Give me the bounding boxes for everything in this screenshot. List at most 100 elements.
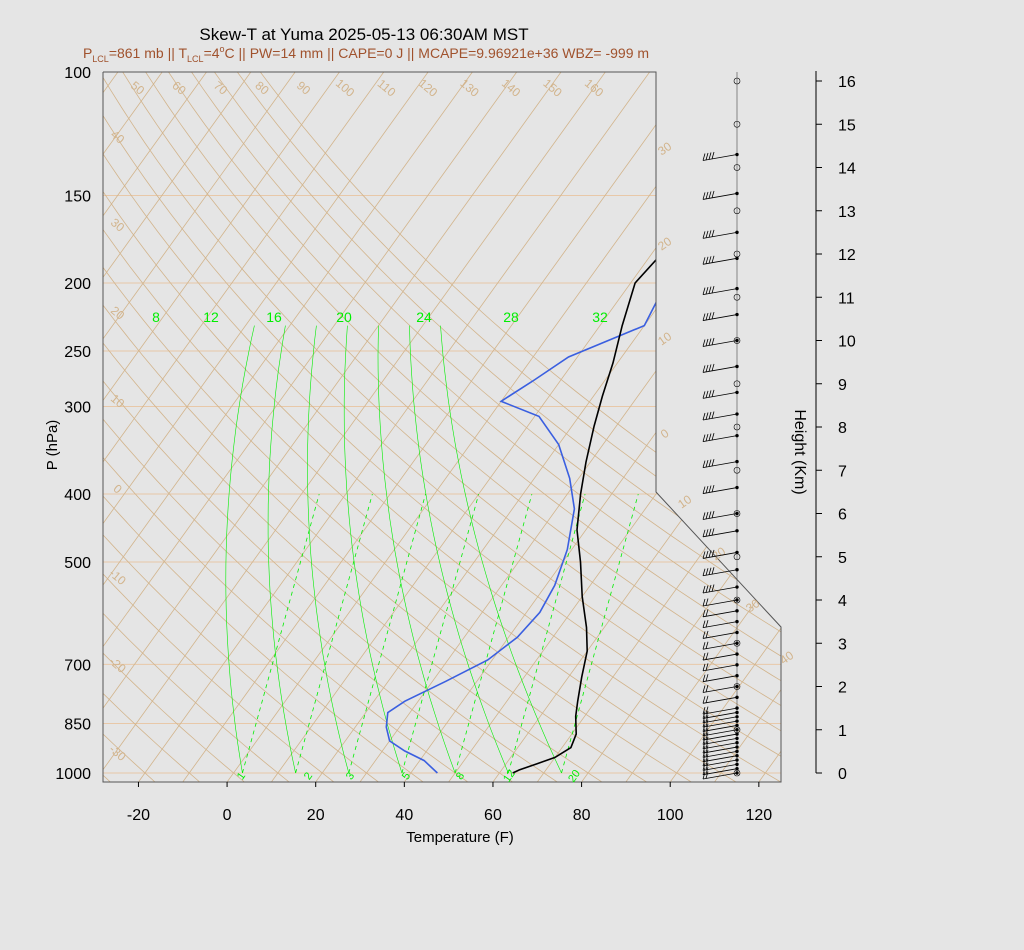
height-tick-label: 2 <box>838 680 847 697</box>
wind-barb <box>702 642 738 650</box>
wind-barb-flag <box>702 732 706 741</box>
wind-barb-flag <box>702 767 706 775</box>
wind-barb-flag <box>705 598 709 606</box>
dry-adiabat-line <box>103 72 469 782</box>
wind-barb-flag <box>711 510 715 519</box>
y-tick-label: 300 <box>64 399 91 416</box>
wind-barb-flag <box>705 771 709 779</box>
height-tick-label: 0 <box>838 766 847 783</box>
wind-barb <box>702 314 738 321</box>
isotherm-line <box>625 72 781 782</box>
y-tick-label: 200 <box>64 276 91 293</box>
wind-barb-flag <box>705 191 709 200</box>
wind-barb-flag <box>708 528 712 536</box>
wind-barb-flag <box>702 568 706 576</box>
wind-barb <box>702 763 738 771</box>
wind-barb <box>702 768 738 776</box>
wind-barb-flag <box>702 724 706 732</box>
wind-barb-flag <box>702 585 706 594</box>
isotherm-line <box>103 72 207 782</box>
wind-barb-flag <box>711 567 715 575</box>
wind-barb-flag <box>705 741 709 749</box>
wind-barb <box>702 586 738 594</box>
y-tick-label: 850 <box>64 717 91 734</box>
y-axis-label: P (hPa) <box>44 420 61 471</box>
dry-adiabat-line <box>103 72 781 782</box>
wind-barb-flag <box>702 663 706 671</box>
y-tick-label: 700 <box>64 657 91 674</box>
height-tick-label: 5 <box>838 550 847 567</box>
dry-adiabat-line <box>103 72 603 782</box>
wind-barb-flag <box>705 152 709 161</box>
wind-barb-flag <box>702 763 706 771</box>
dry-adiabat-line <box>259 72 781 782</box>
wind-level-marker <box>733 337 741 344</box>
moist-adiabat-line <box>440 325 562 774</box>
wind-barb-flag <box>702 339 706 347</box>
wind-barb-flag <box>708 256 712 264</box>
wind-barb-flag <box>705 434 709 442</box>
wind-barb-flag <box>705 286 709 295</box>
x-tick-label: 40 <box>395 807 413 824</box>
wind-barb-flag <box>711 484 715 493</box>
wind-barb <box>702 675 738 683</box>
wind-barb-flag <box>705 728 709 736</box>
height-tick-label: 9 <box>838 377 847 394</box>
wind-barb <box>702 772 738 780</box>
wind-barb-flag <box>702 631 706 639</box>
wind-barb-flag <box>705 641 709 649</box>
wind-barb-flag <box>702 313 706 321</box>
wind-barb-flag <box>702 257 706 265</box>
wind-barb-flag <box>702 529 706 537</box>
wind-barb-flag <box>705 568 709 576</box>
wind-barb-flag <box>711 255 715 263</box>
wind-profile <box>702 72 741 780</box>
isotherm-line <box>669 72 781 782</box>
mixing-ratio-label: 8 <box>454 770 467 782</box>
dry-adiabat-line <box>103 72 290 782</box>
wind-barb-flag <box>702 758 706 767</box>
dry-adiabat-line <box>103 72 692 782</box>
x-tick-label: 100 <box>657 807 684 824</box>
moist-adiabat-line <box>267 325 296 774</box>
x-tick-label: 60 <box>484 807 502 824</box>
wind-barb-flag <box>711 549 715 558</box>
dry-adiabat-line <box>103 72 558 782</box>
wind-level-marker <box>733 639 741 647</box>
wind-barb-flag <box>708 191 712 199</box>
wind-barb-flag <box>705 710 709 719</box>
wind-barb <box>702 621 738 629</box>
wind-barb-flag <box>708 152 712 160</box>
wind-barb-flag <box>702 707 706 715</box>
x-tick-label: 0 <box>223 807 232 824</box>
wind-barb-flag <box>702 696 706 704</box>
wind-barb-flag <box>705 620 709 628</box>
height-tick-label: 16 <box>838 74 856 91</box>
isotherm-line <box>103 72 518 782</box>
wind-barb-flag <box>702 711 706 719</box>
y-tick-label: 150 <box>64 188 91 205</box>
wind-barb-flag <box>708 390 712 398</box>
wind-barb <box>702 461 738 468</box>
isotherm-line <box>103 72 606 782</box>
height-tick-label: 14 <box>838 161 856 178</box>
wind-barb-flag <box>702 685 706 693</box>
mixing-ratio-line <box>295 493 373 774</box>
wind-barb-flag <box>708 459 712 467</box>
wind-barb-flag <box>705 312 709 321</box>
wind-barb <box>702 686 738 693</box>
isotherm-line <box>226 72 739 782</box>
mixing-ratio-line <box>348 493 426 774</box>
wind-barb-flag <box>705 719 709 727</box>
dry-adiabat-line <box>214 72 781 782</box>
isotherm-line <box>103 72 562 782</box>
wind-barb <box>702 632 738 639</box>
wind-barb-flag <box>702 512 706 520</box>
wind-barb-flag <box>708 584 712 593</box>
wind-barb <box>702 716 738 724</box>
height-tick-label: 10 <box>838 334 856 351</box>
wind-barb-flag <box>705 338 709 347</box>
isotherm-line <box>103 72 296 782</box>
height-tick-label: 1 <box>838 723 847 740</box>
wind-point <box>735 286 739 291</box>
